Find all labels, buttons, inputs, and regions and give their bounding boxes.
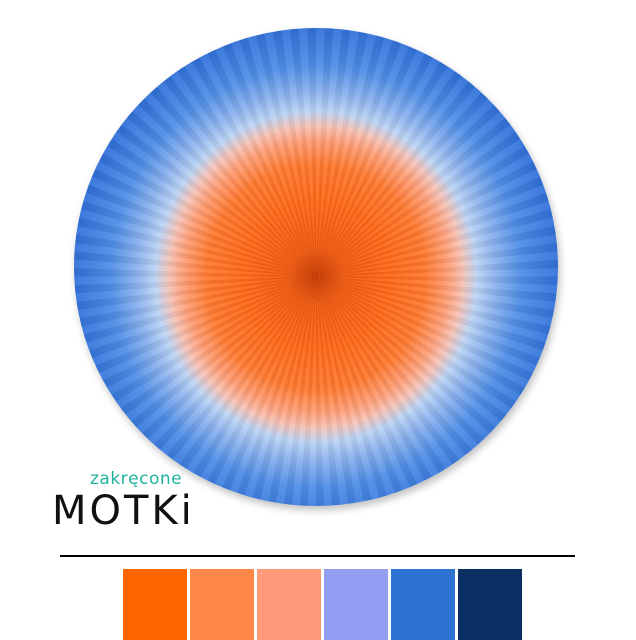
color-swatch	[458, 569, 522, 640]
brand-logo: zakręcone MOTKi	[52, 470, 232, 532]
yarn-cake-image	[74, 28, 558, 506]
logo-wordmark: MOTKi	[52, 488, 195, 534]
color-swatch	[391, 569, 455, 640]
color-swatch	[257, 569, 321, 640]
color-swatch	[190, 569, 254, 640]
divider	[60, 555, 575, 557]
logo-tagline: zakręcone	[90, 469, 183, 489]
color-swatch	[324, 569, 388, 640]
color-swatches	[123, 569, 522, 640]
color-swatch	[123, 569, 187, 640]
